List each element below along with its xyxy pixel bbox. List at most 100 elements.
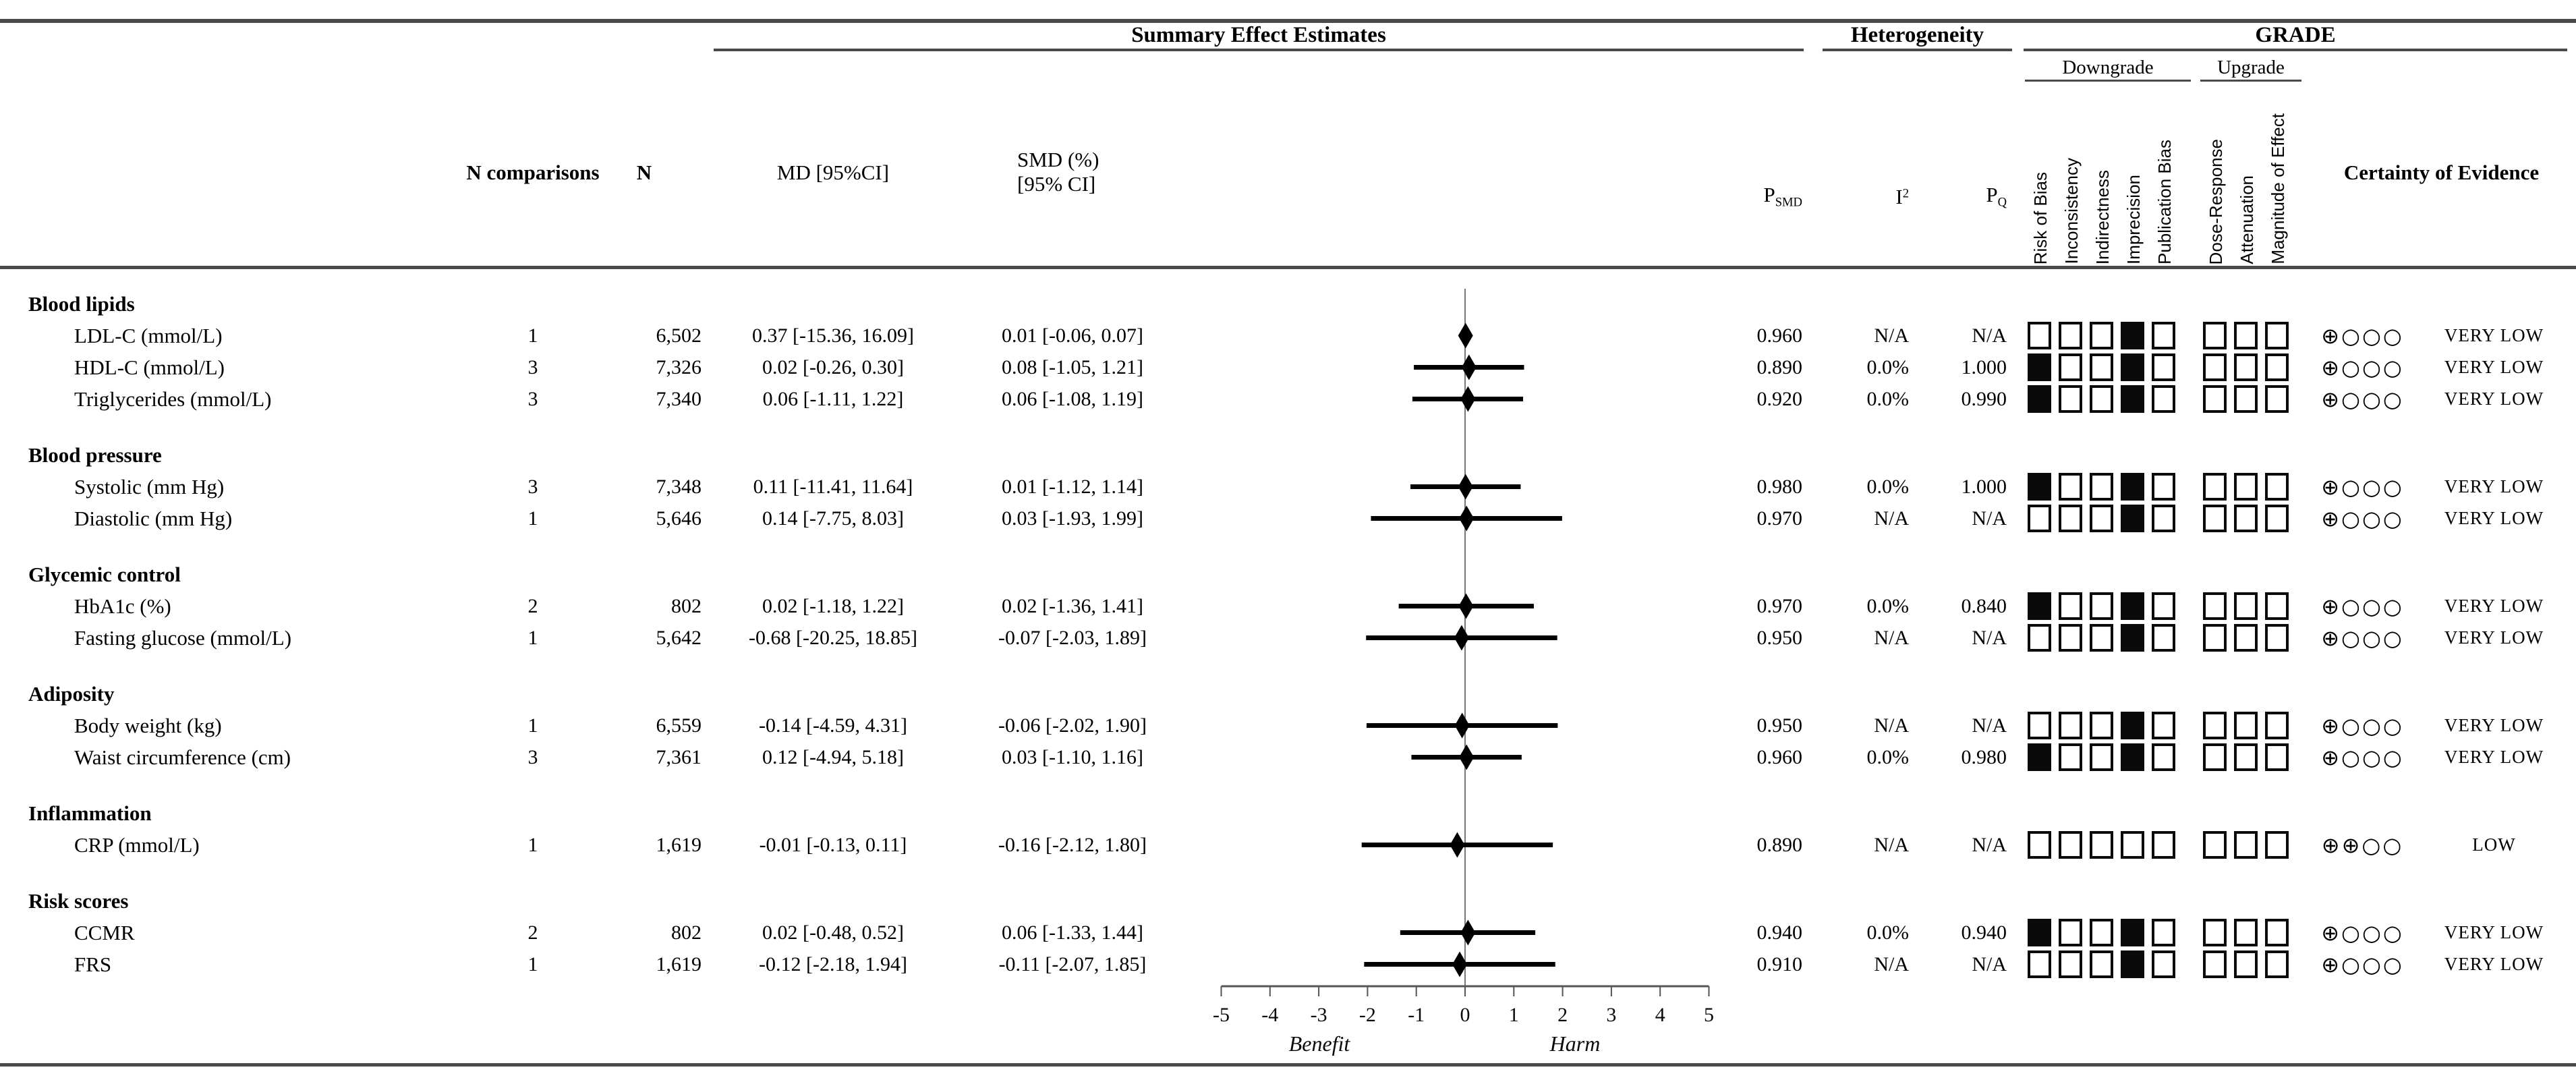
col-header-md: MD [95%CI] [776,160,890,184]
n-comparisons-value: 1 [527,507,538,530]
grade-box-empty [2028,505,2051,532]
x-axis-tick-label: 5 [1704,1004,1714,1026]
group-label: Inflammation [28,801,152,825]
x-axis-tick-label: -1 [1408,1004,1425,1026]
grade-box-empty [2090,743,2113,771]
outcome-label: HDL-C (mmol/L) [74,355,225,379]
outcome-label: Fasting glucose (mmol/L) [74,625,292,650]
criterion-label-downgrade: Indirectness [2092,169,2113,264]
outcome-group: Blood pressure Systolic (mm Hg) 3 7,348 0.11… [0,439,2576,534]
i2-value: 0.0% [1866,356,1910,378]
certainty-label: VERY LOW [2444,476,2544,496]
p-q-value: 0.840 [1961,594,2007,617]
n-value: 7,348 [656,475,702,498]
grade-box-empty [2152,712,2175,739]
outcome-label: CRP (mmol/L) [74,832,200,857]
grade-box-empty [2028,950,2051,978]
upgrade-boxes [2203,320,2304,351]
smd-value: 0.01 [-1.12, 1.14] [1002,475,1143,498]
upgrade-boxes [2203,383,2304,415]
outcome-label: FRS [74,952,112,976]
outcome-label: CCMR [74,920,135,944]
summary-effect-estimates-header: Summary Effect Estimates [1131,22,1386,47]
upgrade-boxes [2203,829,2304,861]
smd-value: 0.06 [-1.08, 1.19] [1002,387,1143,410]
n-comparisons-value: 1 [527,833,538,856]
certainty-symbols: ⊕○○○ [2321,474,2404,500]
grade-box-empty [2059,624,2082,652]
i2-value: N/A [1874,833,1909,856]
downgrade-boxes [2028,741,2189,773]
downgrade-boxes [2028,590,2189,622]
grade-box-empty [2203,473,2227,501]
smd-value: -0.11 [-2.07, 1.85] [998,953,1147,975]
p-smd-value: 0.950 [1756,626,1803,649]
outcome-row: Waist circumference (cm) 3 7,361 0.12 [-4.9… [0,741,2576,773]
grade-box-empty [2265,353,2289,381]
grade-box-empty [2203,919,2227,946]
grade-box-empty [2090,624,2113,652]
i2-superscript: 2 [1902,186,1909,201]
grade-box-empty [2265,592,2289,620]
col-header-n-comparisons: N comparisons [466,160,600,184]
grade-box-empty [2203,353,2227,381]
i2-value: N/A [1874,626,1909,649]
grade-box-empty [2090,322,2113,349]
grade-box-empty [2152,743,2175,771]
certainty-symbols: ⊕○○○ [2321,354,2404,380]
header-bottom-rule [0,266,2576,269]
grade-box-empty [2234,385,2258,413]
md-value: 0.02 [-0.26, 0.30] [762,356,904,378]
col-header-certainty: Certainty of Evidence [2343,160,2540,184]
certainty-label: LOW [2472,834,2516,855]
n-comparisons-value: 1 [527,953,538,975]
smd-value: 0.03 [-1.93, 1.99] [1002,507,1143,530]
upgrade-boxes [2203,948,2304,980]
outcome-row: CRP (mmol/L) 1 1,619 -0.01 [-0.13, 0.11] -0.… [0,829,2576,861]
grade-box-empty [2203,831,2227,859]
grade-box-filled [2121,592,2144,620]
grade-box-empty [2203,322,2227,349]
grade-box-empty [2121,831,2144,859]
grade-box-filled [2028,353,2051,381]
p-smd-value: 0.890 [1756,356,1803,378]
grade-box-empty [2059,919,2082,946]
i2-value: 0.0% [1866,387,1910,410]
n-value: 1,619 [656,953,702,975]
p-q-value: N/A [1972,714,2007,737]
n-value: 7,361 [656,745,702,768]
n-value: 6,502 [656,324,702,347]
n-value: 5,646 [656,507,702,530]
group-label: Adiposity [28,681,115,706]
certainty-label: VERY LOW [2444,954,2544,974]
n-value: 1,619 [656,833,702,856]
upgrade-boxes [2203,710,2304,741]
x-axis-tick-label: -3 [1311,1004,1327,1026]
grade-box-empty [2028,322,2051,349]
grade-box-empty [2203,743,2227,771]
harm-axis-label: Harm [1549,1031,1601,1056]
grade-box-filled [2121,353,2144,381]
grade-header: GRADE [2255,22,2336,47]
criterion-label-downgrade: Publication Bias [2154,140,2175,264]
p-q-value: N/A [1972,626,2007,649]
n-comparisons-value: 3 [527,356,538,378]
grade-underline [2024,49,2567,51]
grade-box-empty [2265,624,2289,652]
p-q-value: N/A [1972,324,2007,347]
col-header-smd-line2: [95% CI] [1017,172,1096,196]
col-header-smd: SMD (%) [95% CI] [1017,142,1233,202]
n-value: 802 [671,921,702,944]
grade-box-empty [2059,950,2082,978]
outcome-group: Inflammation CRP (mmol/L) 1 1,619 -0.01 [-0.… [0,797,2576,861]
grade-box-empty [2152,385,2175,413]
grade-box-empty [2152,473,2175,501]
certainty-symbols: ⊕○○○ [2321,625,2404,651]
grade-box-filled [2121,624,2144,652]
grade-box-empty [2265,831,2289,859]
grade-box-empty [2234,353,2258,381]
heterogeneity-underline [1823,49,2012,51]
col-header-smd-line1: SMD (%) [1017,148,1099,171]
x-axis-tick-label: 2 [1557,1004,1568,1026]
